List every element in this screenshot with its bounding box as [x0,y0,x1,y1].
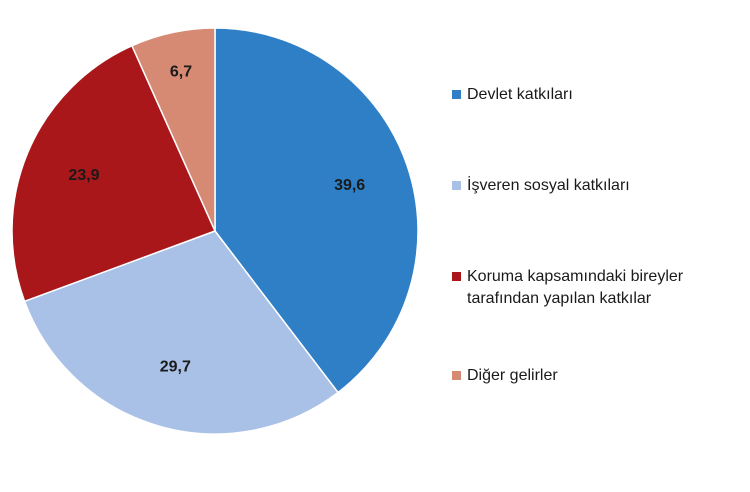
legend-item: Devlet katkıları [452,84,737,106]
pie-slice [11,44,217,303]
legend-label: Koruma kapsamındaki bireyler tarafından … [467,268,684,307]
pie-slice [130,27,216,232]
legend-label: Devlet katkıları [467,86,573,103]
pie-slice [214,27,419,394]
legend-swatch [452,90,461,99]
data-label: 23,9 [68,167,99,184]
legend-label: İşveren sosyal katkıları [467,177,630,194]
legend-item: Diğer gelirler [452,365,737,387]
legend-swatch [452,272,461,281]
legend-item: Koruma kapsamındaki bireyler tarafından … [452,266,737,310]
legend-item: İşveren sosyal katkıları [452,175,737,197]
data-label: 6,7 [170,63,192,80]
pie-slice [23,230,340,435]
legend-swatch [452,181,461,190]
legend-swatch [452,371,461,380]
data-label: 39,6 [334,177,365,194]
data-label: 29,7 [160,359,191,376]
legend-label: Diğer gelirler [467,367,558,384]
